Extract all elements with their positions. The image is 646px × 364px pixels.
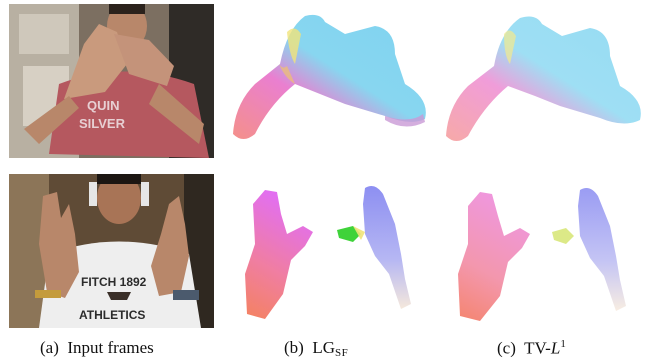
flow-tvl1-top bbox=[440, 4, 645, 158]
flow-tvl1-top-field bbox=[446, 16, 641, 141]
input-frame-bottom-illustration: FITCH 1892 ATHLETICS bbox=[9, 174, 214, 328]
caption-b-label: (b) bbox=[284, 338, 304, 357]
caption-input-frames: (a) Input frames bbox=[40, 338, 154, 358]
input-frame-top: QUIN SILVER bbox=[9, 4, 214, 158]
caption-lgsf: (b) LGSF bbox=[284, 338, 348, 359]
input-frame-top-illustration: QUIN SILVER bbox=[9, 4, 214, 158]
flow-tvl1-bottom-field bbox=[458, 188, 626, 321]
shirt-text-top-1: QUIN bbox=[87, 98, 120, 113]
input-frame-bottom: FITCH 1892 ATHLETICS bbox=[9, 174, 214, 328]
caption-a-label: (a) bbox=[40, 338, 59, 357]
caption-a-text: Input frames bbox=[67, 338, 154, 357]
shirt-text-top-2: SILVER bbox=[79, 116, 126, 131]
shirt-text-bottom-1: FITCH 1892 bbox=[81, 275, 147, 289]
caption-c-superscript: 1 bbox=[560, 338, 566, 350]
caption-b-text: LG bbox=[312, 338, 335, 357]
caption-c-math: L bbox=[550, 338, 561, 358]
flow-lgsf-top-field bbox=[233, 14, 426, 140]
caption-b-subscript: SF bbox=[335, 347, 349, 359]
flow-lgsf-bottom-field bbox=[245, 186, 411, 319]
flow-tvl1-bottom bbox=[440, 174, 645, 328]
caption-c-text: TV- bbox=[524, 338, 551, 358]
flow-lgsf-bottom bbox=[225, 174, 430, 328]
shirt-text-bottom-2: ATHLETICS bbox=[79, 308, 145, 322]
flow-lgsf-top bbox=[225, 4, 430, 158]
caption-tvl1: (c) TV-L1 bbox=[497, 338, 566, 359]
caption-c-label: (c) bbox=[497, 338, 516, 358]
